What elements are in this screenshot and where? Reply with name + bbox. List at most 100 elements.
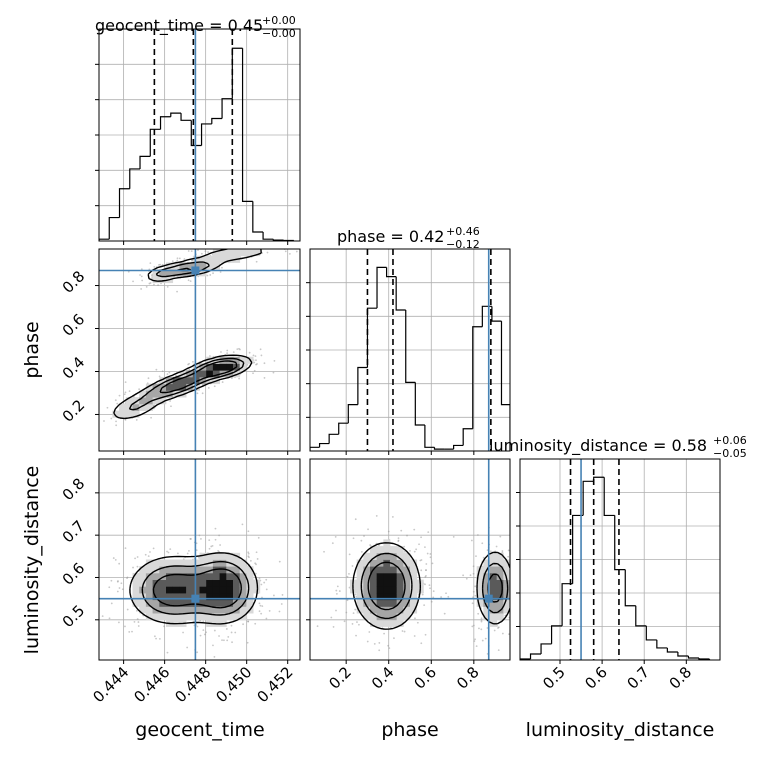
histogram-bin <box>395 276 406 311</box>
sample-point <box>256 558 259 560</box>
x-tick-label: 0.5 <box>539 663 569 693</box>
density-cell <box>503 586 510 594</box>
sample-point <box>231 377 233 380</box>
density-cell <box>356 593 364 601</box>
histogram-bin <box>139 155 151 169</box>
density-cell <box>396 546 404 554</box>
density-cell <box>199 255 207 263</box>
sample-point <box>148 282 151 285</box>
sample-point <box>214 538 217 541</box>
density-cell <box>376 586 384 594</box>
sample-point <box>480 619 483 622</box>
histogram-bin <box>687 655 699 659</box>
sample-point <box>176 259 179 262</box>
x-tick-label: 0.444 <box>89 663 132 706</box>
density-cell <box>383 613 391 621</box>
sample-point <box>346 599 349 602</box>
sample-point <box>346 575 349 578</box>
sample-point <box>149 262 152 265</box>
sample-point <box>355 634 357 637</box>
sample-point <box>493 629 496 632</box>
density-cell <box>246 599 254 607</box>
sample-point <box>250 242 252 244</box>
density-cell <box>403 606 411 614</box>
sample-point <box>186 552 189 555</box>
sample-point <box>247 244 249 246</box>
sample-point <box>245 247 247 249</box>
sample-point <box>192 360 194 363</box>
density-cell <box>383 552 391 560</box>
density-cell <box>206 363 214 371</box>
sample-point <box>348 553 351 556</box>
density-cell <box>396 586 404 594</box>
sample-point <box>266 251 269 254</box>
density-cell <box>199 370 207 378</box>
sample-point <box>476 534 479 536</box>
sample-point <box>178 257 181 260</box>
density-cell <box>233 599 241 607</box>
density-cell <box>145 593 153 601</box>
density-cell <box>186 613 194 621</box>
density-cell <box>179 376 187 385</box>
sample-point <box>151 274 153 277</box>
density-cell <box>212 613 220 621</box>
sample-point <box>254 562 257 565</box>
density-cell <box>483 579 491 587</box>
sample-point <box>475 555 477 557</box>
histogram-panel-phase <box>306 248 511 455</box>
sample-point <box>93 418 95 420</box>
histogram-bin <box>108 216 120 240</box>
sample-point <box>152 547 155 550</box>
sample-point <box>474 594 477 597</box>
density-cell <box>166 383 174 391</box>
sample-point <box>244 246 246 248</box>
sample-point <box>246 363 249 366</box>
axes-frame <box>98 28 301 242</box>
density-cell <box>226 249 234 257</box>
sample-point <box>226 352 229 355</box>
density-cell <box>476 572 484 580</box>
density-cell <box>410 606 418 614</box>
density-cell <box>139 599 147 607</box>
density-cell <box>490 572 498 580</box>
sample-point <box>521 582 523 584</box>
density-cell <box>166 606 174 614</box>
density-cell <box>212 579 220 587</box>
sample-point <box>158 375 161 378</box>
density-cell <box>383 586 391 594</box>
density-cell <box>239 363 247 371</box>
sample-point <box>416 621 419 624</box>
density-cell <box>370 593 378 601</box>
sample-point <box>263 377 266 379</box>
sample-point <box>393 637 395 640</box>
density-cell <box>172 383 180 391</box>
sample-point <box>472 624 475 627</box>
sample-point <box>388 647 391 650</box>
title-luminosity-distance-lower: −0.05 <box>713 447 747 460</box>
density-cell <box>370 619 378 627</box>
density-cell <box>212 370 220 378</box>
sample-point <box>198 534 201 537</box>
density-cell <box>145 599 153 607</box>
sample-point <box>124 381 127 384</box>
density-cell <box>490 552 498 560</box>
sample-point <box>245 245 247 247</box>
sample-point <box>200 252 203 255</box>
density-cell <box>403 613 411 621</box>
sample-point <box>196 392 199 395</box>
sample-point <box>225 245 227 247</box>
sample-point <box>515 581 517 583</box>
sample-point <box>256 363 258 365</box>
histogram-bin <box>572 514 584 584</box>
histogram-bin <box>453 444 464 450</box>
density-cell <box>496 599 504 607</box>
density-cell <box>192 572 200 580</box>
sample-point <box>265 588 268 591</box>
density-cell <box>483 586 491 594</box>
density-cell <box>192 599 200 607</box>
density-cell <box>192 586 200 594</box>
sample-point <box>484 637 487 640</box>
sample-point <box>332 626 335 628</box>
sample-point <box>230 631 233 634</box>
density-cell <box>376 572 384 580</box>
